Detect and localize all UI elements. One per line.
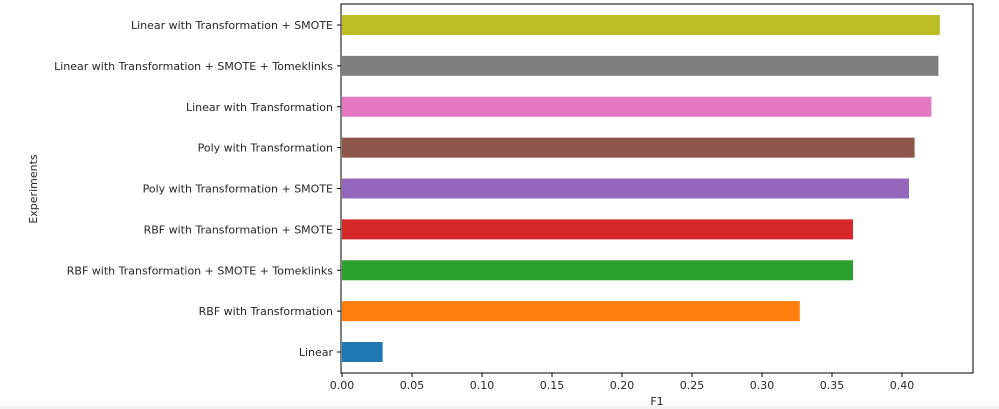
y-axis-label: Experiments	[27, 154, 40, 224]
category-label: Poly with Transformation + SMOTE	[143, 183, 333, 196]
bar	[342, 137, 915, 158]
x-axis-label: F1	[650, 395, 663, 408]
plot-frame	[340, 3, 974, 374]
bar	[342, 301, 800, 322]
category-label: Linear with Transformation	[186, 101, 333, 114]
bar	[342, 178, 909, 199]
category-label: Linear with Transformation + SMOTE	[131, 19, 333, 32]
x-tick-label: 0.05	[400, 379, 425, 392]
bar	[342, 219, 853, 240]
category-labels-group: Linear RBF with Transformation RBF with Tr…	[54, 19, 341, 359]
category-label: Linear with Transformation + SMOTE + Tom…	[54, 60, 333, 73]
category-label: RBF with Transformation + SMOTE + Tomekl…	[67, 264, 333, 277]
x-tick-label: 0.35	[820, 379, 845, 392]
bar	[342, 55, 939, 76]
bar	[342, 96, 932, 117]
x-tick-label: 0.20	[610, 379, 635, 392]
category-label: RBF with Transformation + SMOTE	[144, 223, 333, 236]
x-tick-label: 0.15	[540, 379, 565, 392]
x-ticks-group: 0.00 0.05 0.10 0.15 0.20 0.25 0.30 0.35 0.40	[330, 373, 915, 392]
x-tick-label: 0.10	[470, 379, 495, 392]
bar	[342, 342, 383, 362]
x-tick-label: 0.40	[890, 379, 915, 392]
bar	[342, 260, 853, 281]
category-label: Linear	[299, 346, 334, 359]
x-tick-label: 0.00	[330, 379, 355, 392]
category-label: RBF with Transformation	[199, 305, 333, 318]
category-label: Poly with Transformation	[198, 142, 333, 155]
bar	[342, 15, 940, 35]
x-tick-label: 0.25	[680, 379, 705, 392]
footer-strip	[0, 406, 999, 409]
x-tick-label: 0.30	[750, 379, 775, 392]
bars-group	[342, 15, 940, 362]
